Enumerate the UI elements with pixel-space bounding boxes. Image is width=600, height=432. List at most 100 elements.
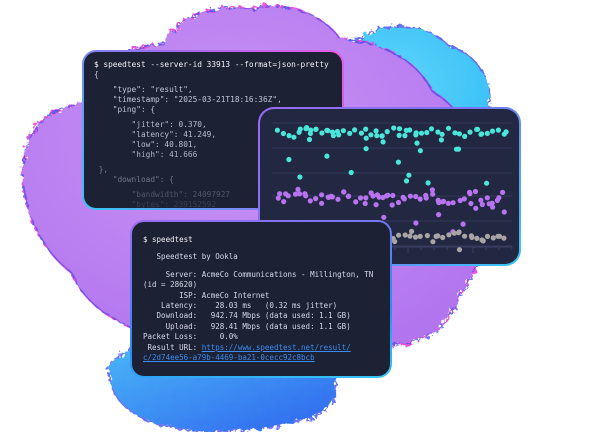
data-dot <box>412 234 419 240</box>
terminal-line: Packet Loss: 0.0% <box>143 332 238 342</box>
data-dot <box>460 221 466 227</box>
data-dot <box>489 128 496 134</box>
data-dot <box>285 193 291 199</box>
data-dot <box>297 191 303 197</box>
data-dot <box>462 133 468 139</box>
terminal-line: Upload: 928.41 Mbps (data used: 1.1 GB) <box>143 321 351 331</box>
terminal-line: "high": 41.666 <box>94 150 198 159</box>
data-dot <box>440 199 446 205</box>
terminal-line: Speedtest by Ookla <box>143 252 238 262</box>
data-dot <box>417 196 423 202</box>
data-dot <box>370 193 376 199</box>
data-dot <box>352 127 358 133</box>
data-dot <box>313 126 319 132</box>
data-dot <box>414 140 420 146</box>
data-dot <box>353 199 359 205</box>
terminal-json-output: $ speedtest --server-id 33913 --format=j… <box>94 60 336 208</box>
data-dot <box>304 125 310 131</box>
data-dot <box>467 191 473 197</box>
data-dot <box>495 127 501 133</box>
result-url-link[interactable]: c/2d74ee56-a79b-4469-ba21-0cecc92c8bcb <box>143 353 315 363</box>
data-dot <box>417 233 423 239</box>
terminal-result-window: $ speedtest Speedtest by Ookla Server: A… <box>130 220 392 378</box>
data-dot <box>308 127 314 133</box>
data-dot <box>407 233 413 239</box>
terminal-line: Latency: 28.03 ms (0.32 ms jitter) <box>143 301 338 311</box>
dot-series-teal <box>274 125 509 186</box>
data-dot <box>446 232 452 238</box>
data-dot <box>479 201 485 208</box>
data-dot <box>469 234 475 240</box>
terminal-line: (id = 28620) <box>143 280 198 290</box>
data-dot <box>307 198 313 204</box>
data-dot <box>451 230 457 236</box>
terminal-blank-line <box>143 263 385 270</box>
result-url-link[interactable]: https://www.speedtest.net/result/ <box>201 342 351 352</box>
terminal-line: "ping": { <box>94 105 156 114</box>
data-dot <box>347 130 353 136</box>
data-dot <box>384 193 390 199</box>
data-dot <box>319 200 325 206</box>
data-dot <box>403 178 410 184</box>
data-dot <box>297 174 303 180</box>
data-dot <box>363 135 369 141</box>
data-dot <box>277 191 283 197</box>
terminal-line: $ speedtest --server-id 33913 --format=j… <box>94 60 329 69</box>
data-dot <box>275 195 281 201</box>
data-dot <box>345 193 351 199</box>
data-dot <box>478 197 484 203</box>
data-dot <box>391 125 397 131</box>
terminal-line: $ speedtest <box>143 235 193 244</box>
data-dot <box>363 146 369 152</box>
data-dot <box>480 238 486 244</box>
data-dot <box>490 235 496 241</box>
terminal-json-window: $ speedtest --server-id 33913 --format=j… <box>82 50 344 210</box>
data-dot <box>324 153 330 159</box>
data-dot <box>456 247 463 253</box>
data-dot <box>425 180 431 186</box>
data-dot <box>280 130 286 137</box>
data-dot <box>456 131 462 137</box>
data-dot <box>363 126 369 132</box>
data-dot <box>373 202 379 208</box>
data-dot <box>274 127 280 133</box>
data-dot <box>381 214 387 220</box>
data-dot <box>501 209 507 215</box>
data-dot <box>418 130 425 136</box>
terminal-line: Result URL: https://www.speedtest.net/re… <box>143 342 351 352</box>
data-dot <box>291 134 297 140</box>
terminal-result-output: $ speedtest Speedtest by Ookla Server: A… <box>143 235 385 363</box>
data-dot <box>445 125 452 131</box>
data-dot <box>319 192 325 198</box>
data-dot <box>376 194 382 200</box>
data-dot <box>402 232 408 238</box>
data-dot <box>396 232 402 238</box>
data-dot <box>324 127 330 133</box>
data-dot <box>417 148 423 154</box>
data-dot <box>368 132 374 138</box>
terminal-line: "type": "result", <box>94 85 193 94</box>
data-dot <box>452 130 458 136</box>
terminal-line: "timestamp": "2025-03-21T18:16:36Z", <box>94 95 282 104</box>
terminal-line: c/2d74ee56-a79b-4469-ba21-0cecc92c8bcb <box>143 353 385 363</box>
data-dot <box>400 194 406 200</box>
terminal-line: "download": { <box>94 175 174 184</box>
speedtest-samples-scatter-chart <box>272 122 513 253</box>
data-dot <box>380 139 386 145</box>
data-dot <box>407 193 413 199</box>
data-dot <box>435 129 441 135</box>
data-dot <box>379 133 385 139</box>
data-dot <box>396 126 403 132</box>
data-dot <box>286 156 292 163</box>
terminal-line: Download: 942.74 Mbps (data used: 1.1 GB… <box>143 311 351 321</box>
data-dot <box>500 189 506 195</box>
data-dot <box>395 159 401 165</box>
data-dot <box>296 129 302 135</box>
data-dot <box>362 200 368 207</box>
data-dot <box>484 130 490 136</box>
terminal-result-body: $ speedtest Speedtest by Ookla Server: A… <box>132 222 390 376</box>
data-dot <box>424 233 430 239</box>
data-dot <box>413 130 419 136</box>
data-dot <box>472 188 479 195</box>
data-dot <box>433 233 439 239</box>
